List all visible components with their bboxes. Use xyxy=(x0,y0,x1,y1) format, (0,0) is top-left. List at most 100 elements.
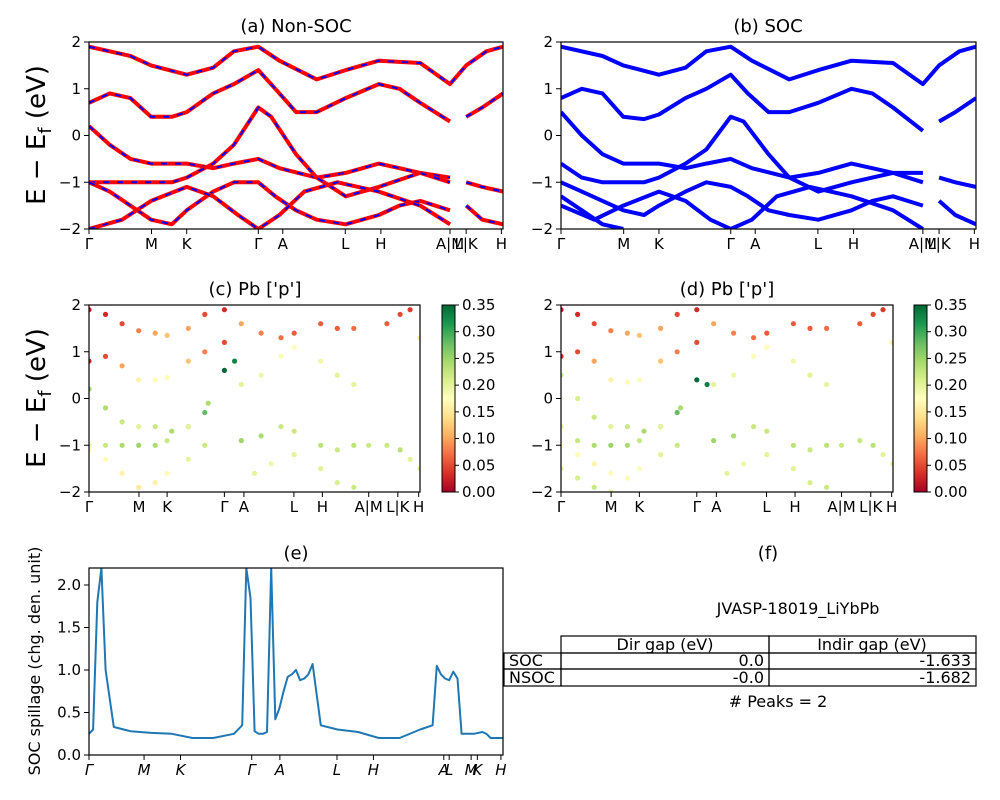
projection-point xyxy=(591,461,597,467)
colorbar-tick-label: 0.20 xyxy=(462,376,495,394)
panel-b-title: (b) SOC xyxy=(733,16,802,37)
x-tick-label: L xyxy=(290,498,299,516)
x-tick-label: Γ xyxy=(85,498,94,516)
projection-point xyxy=(202,311,208,317)
projection-point xyxy=(397,447,403,453)
projection-point xyxy=(838,442,845,448)
projection-point xyxy=(624,379,631,385)
x-tick-label: H xyxy=(789,498,800,516)
projection-point xyxy=(624,424,631,430)
colorbar-tick-label: 0.00 xyxy=(934,483,967,501)
projection-point xyxy=(624,475,631,481)
x-tick-label: K xyxy=(472,761,483,779)
projection-point xyxy=(89,386,92,392)
band-line-1 xyxy=(89,68,452,124)
panel-d-title: (d) Pb ['p'] xyxy=(680,279,775,300)
x-tick-label: Γ xyxy=(220,498,229,516)
y-tick-label: 2 xyxy=(543,33,553,51)
projection-point xyxy=(694,377,700,383)
x-tick-label: M xyxy=(605,498,618,516)
colorbar-tick-label: 0.20 xyxy=(934,376,967,394)
panel-e-ylabel: SOC spillage (chg. den. unit) xyxy=(25,547,44,776)
projection-point xyxy=(636,377,643,383)
projection-point xyxy=(870,442,876,448)
projection-point xyxy=(575,438,581,444)
projection-point xyxy=(575,349,581,355)
material-id: JVASP-18019_LiYbPb xyxy=(716,599,880,619)
x-tick-label: Γ xyxy=(557,235,566,253)
panel-c-ylabel: E − Ef (eV) xyxy=(22,328,56,468)
projection-point xyxy=(711,381,717,388)
projection-point xyxy=(711,321,717,327)
panel-a-plot: 210−1−2Γ M K Γ A L H A|ML|K H xyxy=(59,33,507,253)
projection-point xyxy=(291,452,297,458)
projection-point xyxy=(608,442,614,448)
projection-point xyxy=(751,335,757,341)
projection-point xyxy=(561,372,564,378)
table-header-dir: Dir gap (eV) xyxy=(617,635,714,654)
x-tick-label: H xyxy=(886,498,897,516)
projection-point xyxy=(407,456,413,462)
projection-point xyxy=(102,456,109,462)
table-cell: 0.0 xyxy=(739,651,764,670)
colorbar-tick-label: 0.05 xyxy=(934,456,967,474)
panel-b-plot: 210−1−2Γ M K Γ A L H A|ML|K H xyxy=(531,33,980,253)
projection-point xyxy=(751,424,757,430)
projection-point xyxy=(731,372,737,378)
projection-point xyxy=(102,353,109,359)
projection-point xyxy=(624,330,631,336)
projection-point xyxy=(164,332,170,338)
y-tick-label: −1 xyxy=(531,436,553,454)
band-line-dashed-0 xyxy=(89,45,503,86)
x-tick-label: H xyxy=(375,235,386,253)
table-cell: -0.0 xyxy=(733,668,764,687)
projection-point xyxy=(291,330,297,336)
axes-frame xyxy=(560,304,894,493)
x-tick-label: L xyxy=(333,761,341,779)
projection-point xyxy=(764,428,770,434)
projection-point xyxy=(351,442,357,448)
axes-frame xyxy=(88,41,504,230)
y-tick-label: 1 xyxy=(543,80,553,98)
panel-f-info: (f) JVASP-18019_LiYbPb Dir gap (eV) Indi… xyxy=(503,543,977,711)
projection-point xyxy=(136,442,142,448)
projection-point xyxy=(164,374,170,381)
projection-point xyxy=(185,424,191,430)
projection-point xyxy=(334,447,340,453)
projection-point xyxy=(278,424,284,430)
projection-point xyxy=(636,332,643,338)
x-tick-label: Γ xyxy=(85,235,94,253)
x-tick-label: H xyxy=(496,235,507,253)
x-tick-label: Γ xyxy=(557,498,566,516)
projection-point xyxy=(694,339,700,345)
projection-point xyxy=(636,466,643,472)
projection-point xyxy=(136,424,142,430)
projection-point xyxy=(561,424,564,430)
projection-point xyxy=(89,307,92,313)
projection-point xyxy=(711,438,717,444)
projection-point xyxy=(658,452,664,458)
panel-d-plot: 210−1−2Γ M K Γ A L H A|M L|K H0.350.300.250.200.1… xyxy=(531,296,968,516)
colorbar-tick-label: 0.10 xyxy=(462,430,495,448)
colorbar-tick-label: 0.05 xyxy=(462,456,495,474)
x-tick-label: L|K xyxy=(859,498,883,516)
y-tick-label: 1.0 xyxy=(57,661,81,679)
projection-point xyxy=(674,409,680,416)
projection-point xyxy=(694,307,700,313)
projection-point xyxy=(790,358,797,364)
x-tick-label: H xyxy=(317,498,328,516)
table-row-label: NSOC xyxy=(509,668,555,687)
projection-point xyxy=(624,442,631,448)
projection-point xyxy=(278,335,284,341)
projection-point xyxy=(764,452,770,458)
projection-point xyxy=(318,466,324,472)
x-tick-label: A|M xyxy=(436,235,464,253)
panel-e-spillage: (e) SOC spillage (chg. den. unit) 0.0 0.5… xyxy=(25,543,507,779)
plot-area xyxy=(561,44,976,229)
projection-point xyxy=(366,442,372,448)
projection-point xyxy=(764,330,770,336)
projection-point xyxy=(238,321,244,327)
x-tick-label: Γ xyxy=(254,235,263,253)
projection-point xyxy=(724,470,730,476)
